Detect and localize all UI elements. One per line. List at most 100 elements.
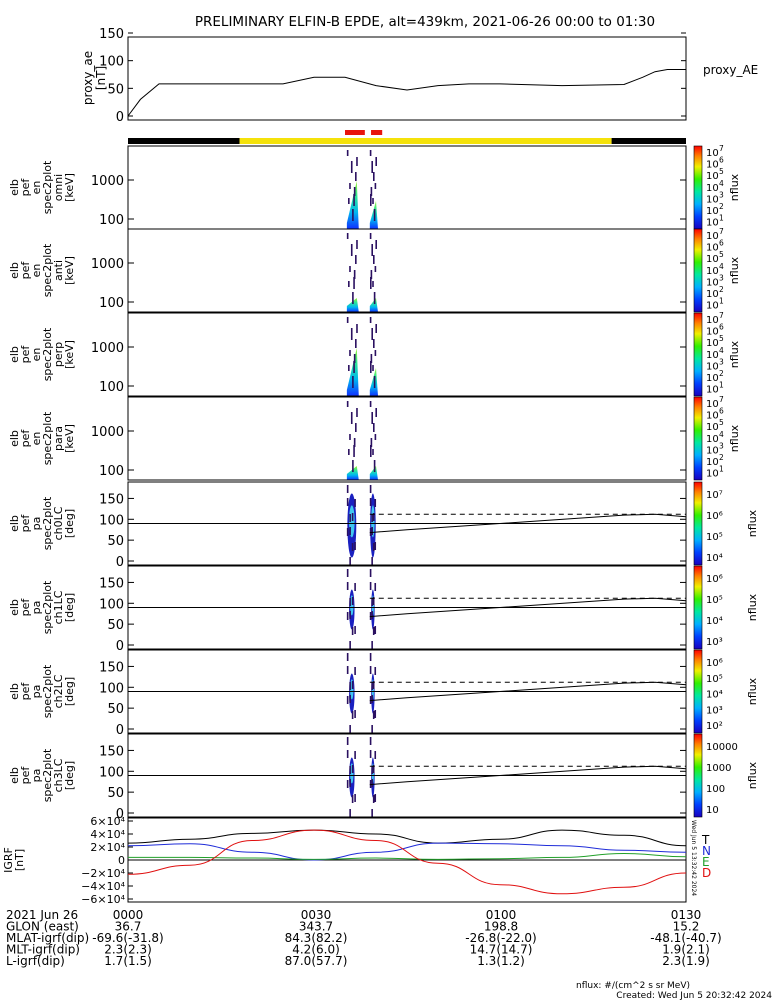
colorbar-tick-label: 10³ <box>706 705 723 716</box>
pitch-angle-speck <box>346 612 349 620</box>
igrf-tick-label: 4×10⁴ <box>90 828 125 841</box>
footer-row-value: 1.7(1.5) <box>104 954 152 968</box>
pitch-angle-speck <box>346 750 349 758</box>
footer-row-value: 0000 <box>113 908 144 922</box>
pitch-angle-speck <box>371 514 373 522</box>
proxy-ae-ylabel-line: [nT] <box>94 66 108 90</box>
pitch-angle-speck <box>369 666 372 674</box>
footer-row-value: 0100 <box>486 908 517 922</box>
spectrogram-speck <box>369 150 372 156</box>
colorbar-tick-label: 10⁶ <box>706 511 723 522</box>
footer-created: Created: Wed Jun 5 20:32:42 2024 <box>616 991 772 1000</box>
colorbar-tick-exp: 6 <box>719 239 724 248</box>
spectrogram-speck <box>349 350 351 356</box>
spectrogram-ylabel-line: pef <box>19 345 32 364</box>
spectrogram-speck <box>350 161 353 173</box>
spectrogram-colorbar <box>693 145 703 230</box>
pitch-angle-colorbar <box>693 649 703 734</box>
colorbar-tick-base: 10 <box>706 445 719 456</box>
spectrogram-speck <box>350 412 353 424</box>
pitch-angle-ylabel-line: pef <box>19 514 32 533</box>
pitch-angle-panel: 150 100 50 0 elbpefpaspec2plotch1LC[deg] 10⁶ 1… <box>8 565 759 654</box>
pitch-angle-speck <box>371 557 373 565</box>
colorbar-tick-base: 10 <box>706 206 719 217</box>
colorbar-tick-exp: 5 <box>719 250 724 259</box>
spectrogram-ylabel-line: en <box>30 348 43 362</box>
pitch-angle-speck <box>351 597 354 605</box>
spectrogram-ylabel-line: spec2plot <box>41 160 54 214</box>
colorbar-tick-exp: 1 <box>719 465 724 474</box>
spectrogram-speck <box>370 194 372 206</box>
pitch-angle-tick-label: 50 <box>107 534 124 549</box>
spectrogram-speck <box>355 172 357 181</box>
pitch-angle-speck <box>372 711 375 719</box>
spectrogram-speck <box>369 401 372 407</box>
spectrogram-speck <box>346 401 349 407</box>
shadow-bar <box>611 138 686 144</box>
colorbar-tick-exp: 2 <box>719 369 724 378</box>
spectrogram-speck <box>349 266 351 272</box>
spectrogram-tick-label: 1000 <box>91 341 124 356</box>
igrf-legend-N: N <box>702 844 711 858</box>
spectrogram-speck <box>375 240 377 249</box>
pitch-angle-speck <box>369 612 372 620</box>
igrf-trace-D <box>127 829 687 895</box>
pitch-angle-speck <box>351 711 354 719</box>
spectrogram-speck <box>373 376 376 388</box>
spectrogram-speck <box>375 324 377 333</box>
colorbar-tick-base: 10 <box>706 338 719 349</box>
colorbar-tick-base: 10 <box>706 315 719 326</box>
colorbar-tick-base: 10 <box>706 289 719 300</box>
pitch-angle-tick-label: 100 <box>99 681 124 696</box>
igrf-trace-E <box>127 852 687 860</box>
pitch-angle-speck <box>346 569 349 577</box>
colorbar-title: nflux <box>746 509 759 537</box>
pitch-angle-ylabel-line: ch3LC <box>52 758 65 792</box>
colorbar-tick-label: 1000 <box>706 763 731 774</box>
footer-row-value: 1.3(1.2) <box>477 954 525 968</box>
colorbar-tick-label: 100 <box>706 784 725 795</box>
pitch-angle-speck <box>349 598 351 606</box>
proxy-ae-frame <box>127 36 687 121</box>
footer-row-value: 4.2(6.0) <box>292 943 340 957</box>
colorbar-tick-base: 10 <box>706 218 719 229</box>
pitch-angle-speck <box>369 569 372 577</box>
footer-row-value: 87.0(57.7) <box>285 954 348 968</box>
spectrogram-ylabel-line: pef <box>19 429 32 448</box>
science-zone-bar <box>345 130 365 135</box>
pitch-angle-speck <box>351 765 354 773</box>
pitch-angle-speck <box>351 513 354 521</box>
colorbar-tick-exp: 5 <box>719 418 724 427</box>
spectrogram-ylabel-line: [keV] <box>63 256 76 285</box>
spectrogram-speck <box>353 361 355 373</box>
spectrogram-ylabel-line: [keV] <box>63 340 76 369</box>
pitch-angle-tick-label: 0 <box>116 723 124 738</box>
colorbar-tick-base: 10 <box>706 160 719 171</box>
pitch-angle-speck <box>349 809 351 817</box>
colorbar-title: nflux <box>728 256 741 284</box>
footer-row-value: 36.7 <box>115 920 142 934</box>
pitch-angle-ylabel-line: pa <box>30 517 43 531</box>
colorbar-tick-label: 10⁵ <box>706 674 723 685</box>
pitch-angle-frame <box>127 565 687 650</box>
pitch-angle-speck <box>354 710 356 718</box>
spectrogram-speck <box>353 270 356 279</box>
colorbar-tick-label: 10² <box>706 721 723 732</box>
pitch-angle-tick-label: 150 <box>99 576 124 591</box>
pitch-angle-tick-label: 50 <box>107 786 124 801</box>
spectrogram-speck <box>348 365 350 371</box>
footer-row-value: 84.3(82.2) <box>285 931 348 945</box>
colorbar-title: nflux <box>746 761 759 789</box>
spectrogram-speck <box>375 408 377 417</box>
spectrogram-speck <box>355 339 357 348</box>
colorbar-tick-base: 10 <box>706 254 719 265</box>
pitch-angle-tick-label: 50 <box>107 618 124 633</box>
pitch-angle-ylabel-line: spec2plot <box>41 580 54 634</box>
igrf-legend-T: T <box>701 833 710 847</box>
pitch-angle-speck <box>372 513 375 521</box>
colorbar-tick-exp: 4 <box>719 430 724 439</box>
colorbar-tick-exp: 3 <box>719 441 724 450</box>
spectrogram-ylabel-line: spec2plot <box>41 327 54 381</box>
footer-nflux-note: nflux: #/(cm^2 s sr MeV) <box>576 981 690 991</box>
